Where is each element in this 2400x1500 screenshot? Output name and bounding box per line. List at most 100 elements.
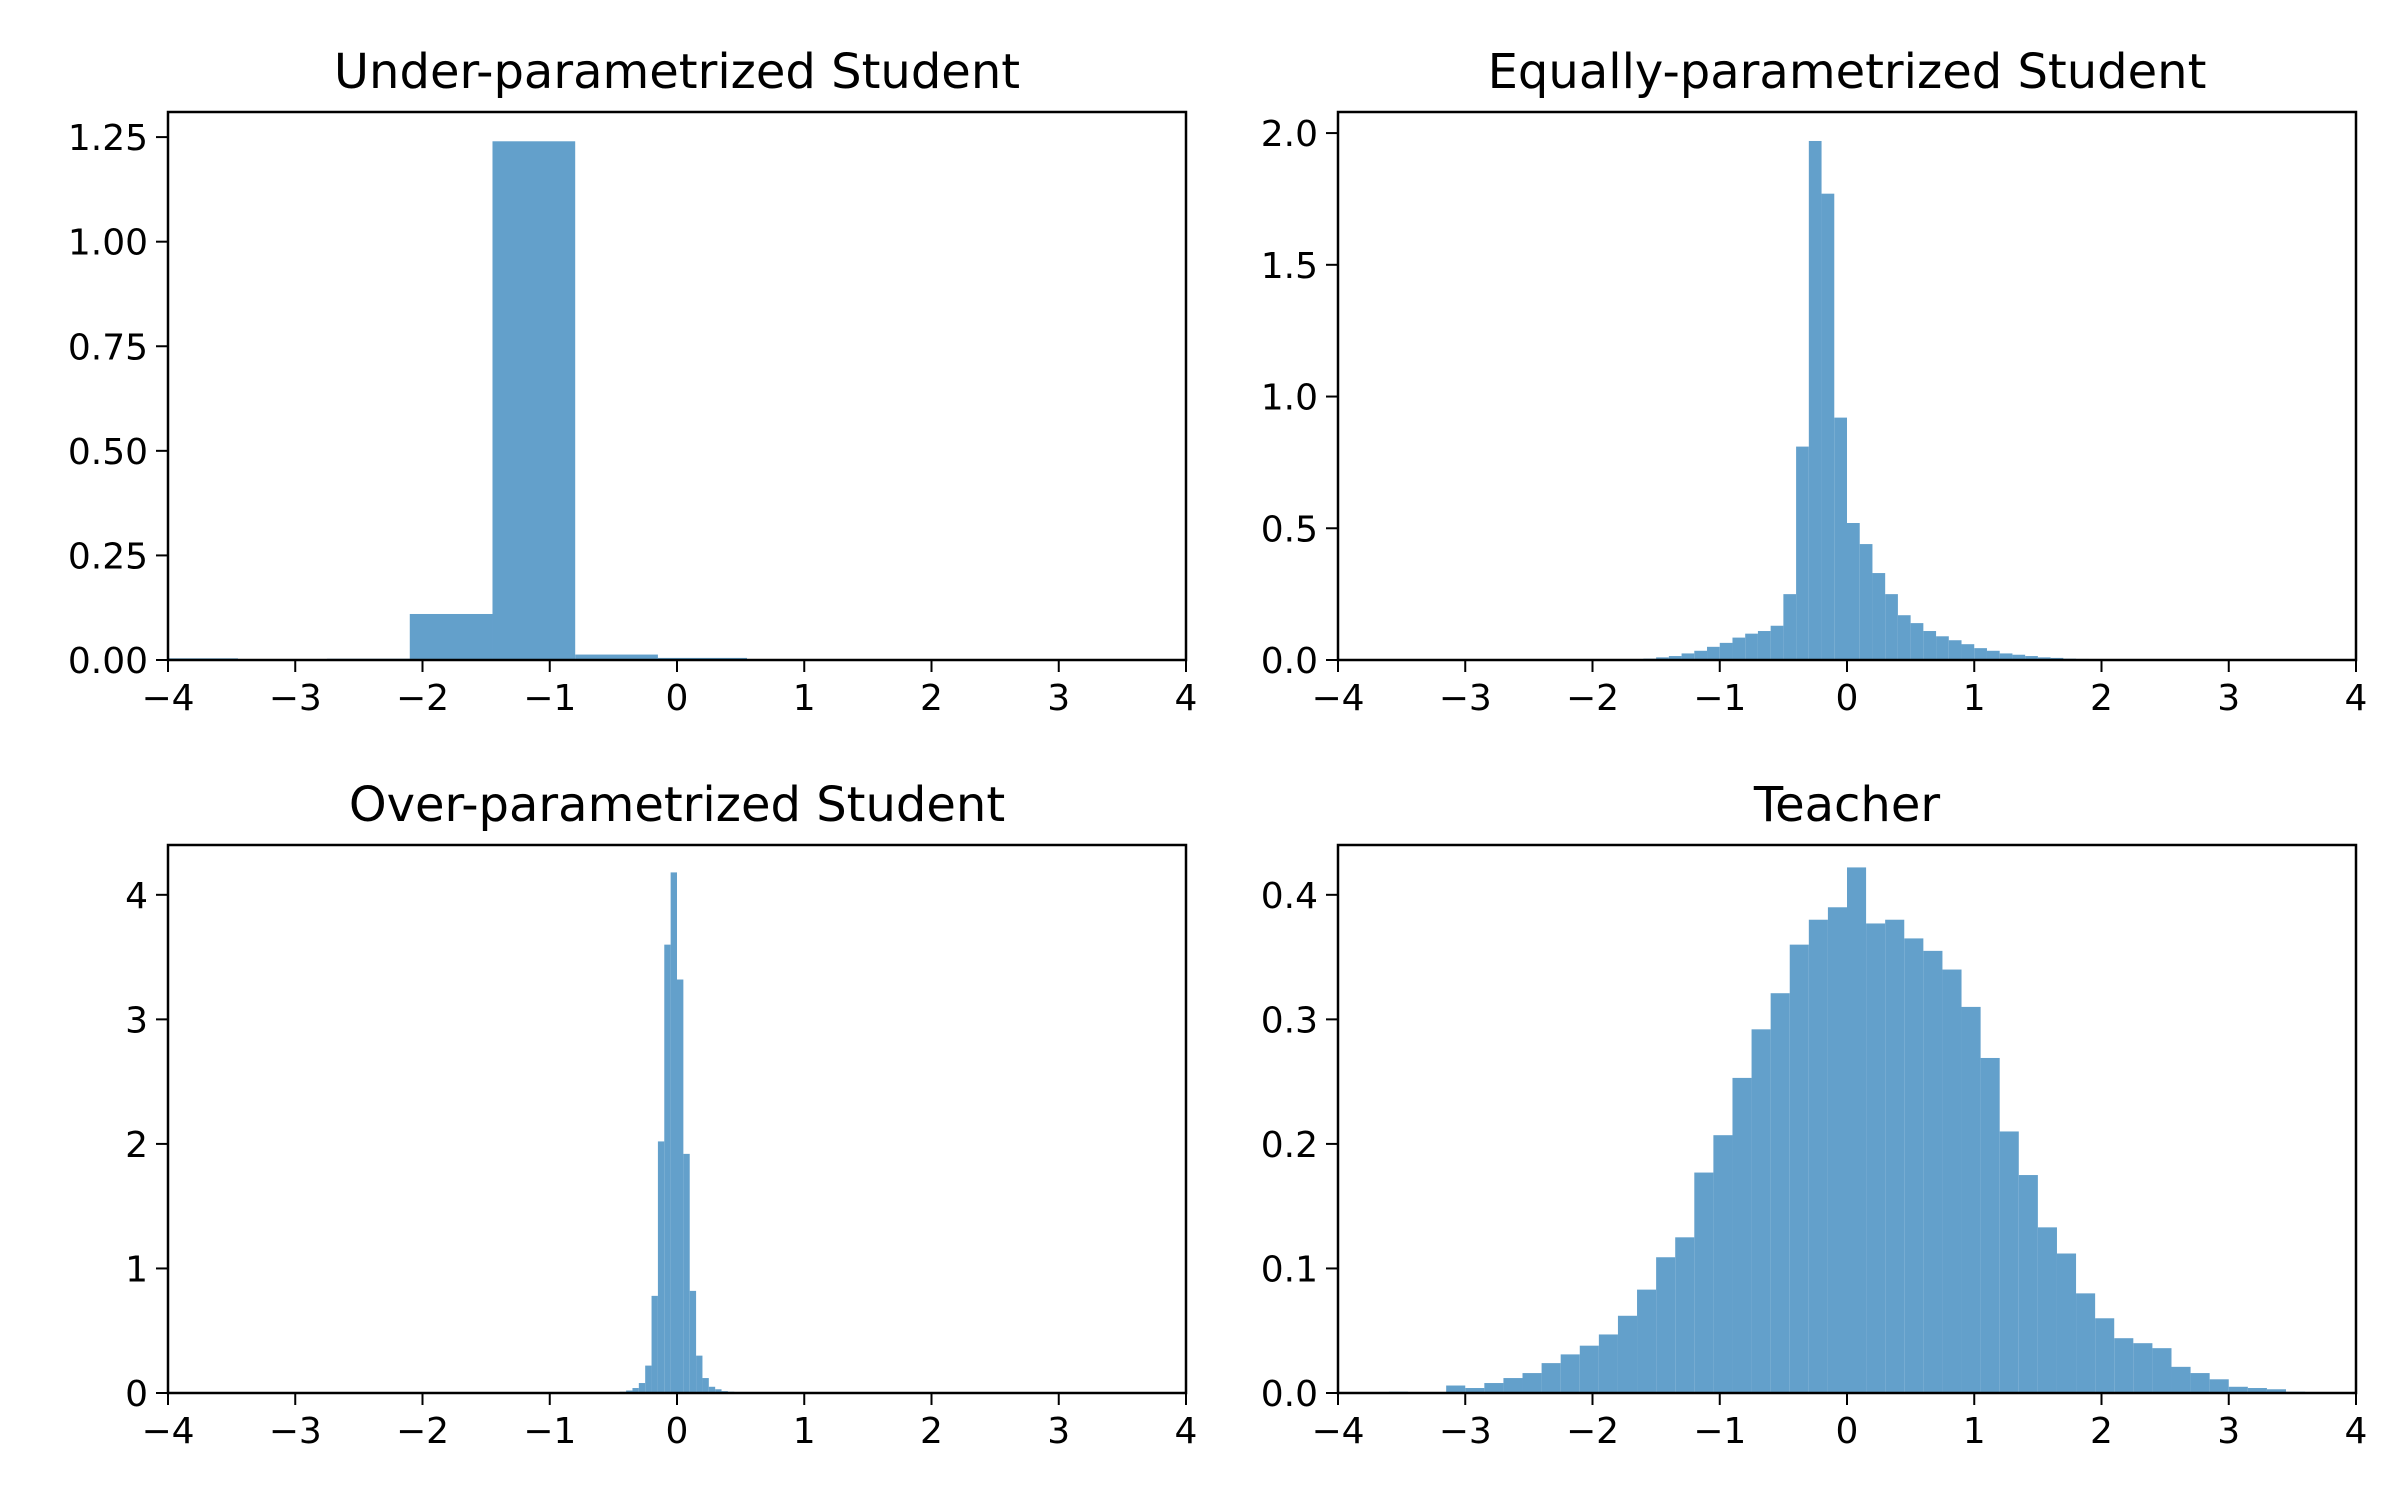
x-tick-label: 4 — [1175, 1411, 1198, 1452]
histogram-bar — [2056, 1253, 2077, 1393]
x-tick-label: −3 — [269, 1411, 322, 1452]
histogram-bar — [632, 1388, 639, 1393]
histogram-bar — [645, 1365, 652, 1393]
histogram-bar — [1904, 938, 1924, 1393]
histogram-bar — [1980, 1057, 2000, 1393]
histogram-bar — [1465, 1388, 1485, 1393]
y-tick-label: 1.5 — [1261, 246, 1318, 287]
histogram-bar — [1897, 615, 1911, 660]
histogram-bar — [1681, 653, 1695, 660]
histogram-bar — [2012, 654, 2026, 660]
axes-frame — [166, 110, 1188, 662]
y-tick-label: 3 — [125, 1000, 148, 1041]
y-tick-label: 0.3 — [1261, 1000, 1318, 1041]
x-tick-label: 3 — [2217, 678, 2240, 719]
x-tick-label: −3 — [1439, 678, 1492, 719]
y-tick-label: 0.00 — [68, 641, 148, 682]
histogram-bar — [702, 1378, 709, 1393]
y-tick-label: 1.25 — [68, 118, 148, 159]
histogram-bar — [1707, 646, 1720, 660]
y-tick-label: 1.0 — [1261, 378, 1318, 419]
histogram-bar — [1579, 1345, 1599, 1393]
histogram-bar — [1560, 1354, 1580, 1393]
x-tick-label: −4 — [141, 678, 194, 719]
histogram-bar — [1859, 544, 1873, 660]
y-tick-label: 0.0 — [1261, 1374, 1318, 1415]
histogram-bar — [1668, 656, 1682, 660]
histogram-bar — [1936, 636, 1949, 660]
y-tick-label: 0.2 — [1261, 1125, 1318, 1166]
panel-title: Teacher — [1753, 777, 1940, 833]
histogram-bar — [1923, 631, 1937, 660]
histogram-bar — [2209, 1379, 2229, 1393]
histogram-bar — [1770, 993, 1790, 1393]
y-tick-label: 2.0 — [1261, 114, 1318, 155]
histogram-bar — [2018, 1175, 2038, 1393]
histogram-bar — [1808, 919, 1828, 1393]
histogram-bar — [1827, 907, 1847, 1393]
y-tick-label: 0.0 — [1261, 641, 1318, 682]
histogram-bar — [670, 872, 677, 1393]
histogram-bar — [1885, 594, 1898, 660]
y-tick-label: 1 — [125, 1249, 148, 1290]
x-tick-label: 0 — [1836, 678, 1859, 719]
histogram-bar — [1808, 140, 1822, 660]
histogram-bar — [683, 1153, 690, 1393]
histogram-bar — [1974, 648, 1987, 660]
histogram-bar — [2133, 1343, 2153, 1393]
x-tick-label: 2 — [2090, 1411, 2113, 1452]
panel-title: Equally-parametrized Student — [1488, 44, 2207, 100]
x-tick-label: −4 — [1311, 1411, 1364, 1452]
x-tick-label: −3 — [1439, 1411, 1492, 1452]
x-tick-label: 3 — [2217, 1411, 2240, 1452]
histogram-bar — [1751, 1029, 1771, 1393]
histogram-bar — [1694, 650, 1708, 660]
histogram-bar — [1617, 1315, 1638, 1393]
x-tick-label: −1 — [1693, 678, 1746, 719]
x-tick-label: 0 — [1836, 1411, 1859, 1452]
histogram-bar — [1923, 950, 1943, 1393]
histogram-bar — [1484, 1383, 1504, 1393]
histogram-bar — [657, 1141, 665, 1393]
y-tick-label: 0.75 — [68, 327, 148, 368]
histogram-bar — [696, 1355, 703, 1393]
histogram-bar — [2025, 656, 2038, 660]
histogram-bar — [1834, 417, 1847, 660]
histogram-bar — [1885, 919, 1905, 1393]
y-tick-label: 0.25 — [68, 536, 148, 577]
histogram-bar — [1942, 969, 1962, 1393]
histogram-bar — [575, 654, 658, 660]
x-tick-label: 4 — [1175, 678, 1198, 719]
x-tick-label: 3 — [1047, 1411, 1070, 1452]
y-tick-label: 0 — [125, 1374, 148, 1415]
histogram-bar — [2037, 1227, 2057, 1393]
histogram-bar — [1783, 594, 1797, 660]
histogram-bar — [651, 1295, 658, 1393]
histogram-bar — [1961, 644, 1975, 660]
x-tick-label: 3 — [1047, 678, 1070, 719]
histogram-bar — [1847, 867, 1867, 1393]
panel-teacher: Teacher −4 −3 −2 −1 0 1 2 3 4 0.0 0.1 0.2 0.3 0.4 — [1261, 777, 2368, 1452]
x-tick-label: −3 — [269, 678, 322, 719]
histogram-bar — [1694, 1172, 1714, 1393]
histogram-bar — [1656, 657, 1669, 660]
x-tick-label: −2 — [396, 1411, 449, 1452]
x-tick-label: 2 — [920, 678, 943, 719]
x-tick-label: −1 — [523, 678, 576, 719]
histogram-bar — [1713, 1135, 1733, 1393]
histogram-bar — [1745, 633, 1758, 660]
histogram-bar — [1999, 1131, 2019, 1393]
y-tick-label: 0.1 — [1261, 1249, 1318, 1290]
x-tick-label: 1 — [793, 678, 816, 719]
x-tick-label: −2 — [1566, 1411, 1619, 1452]
histogram-bar — [708, 1386, 716, 1393]
y-tick-label: 0.4 — [1261, 876, 1318, 917]
x-tick-label: 4 — [2345, 1411, 2368, 1452]
histogram-bar — [1866, 923, 1886, 1393]
histogram-bar — [1757, 631, 1771, 660]
panel-title: Under-parametrized Student — [334, 44, 1020, 100]
histogram-bar — [715, 1389, 722, 1393]
histogram-bar — [1719, 642, 1733, 660]
histogram-bar — [2247, 1388, 2267, 1393]
panel-over-parametrized: Over-parametrized Student −4 −3 −2 −1 0 1 2 3 4 0 1… — [125, 777, 1197, 1452]
